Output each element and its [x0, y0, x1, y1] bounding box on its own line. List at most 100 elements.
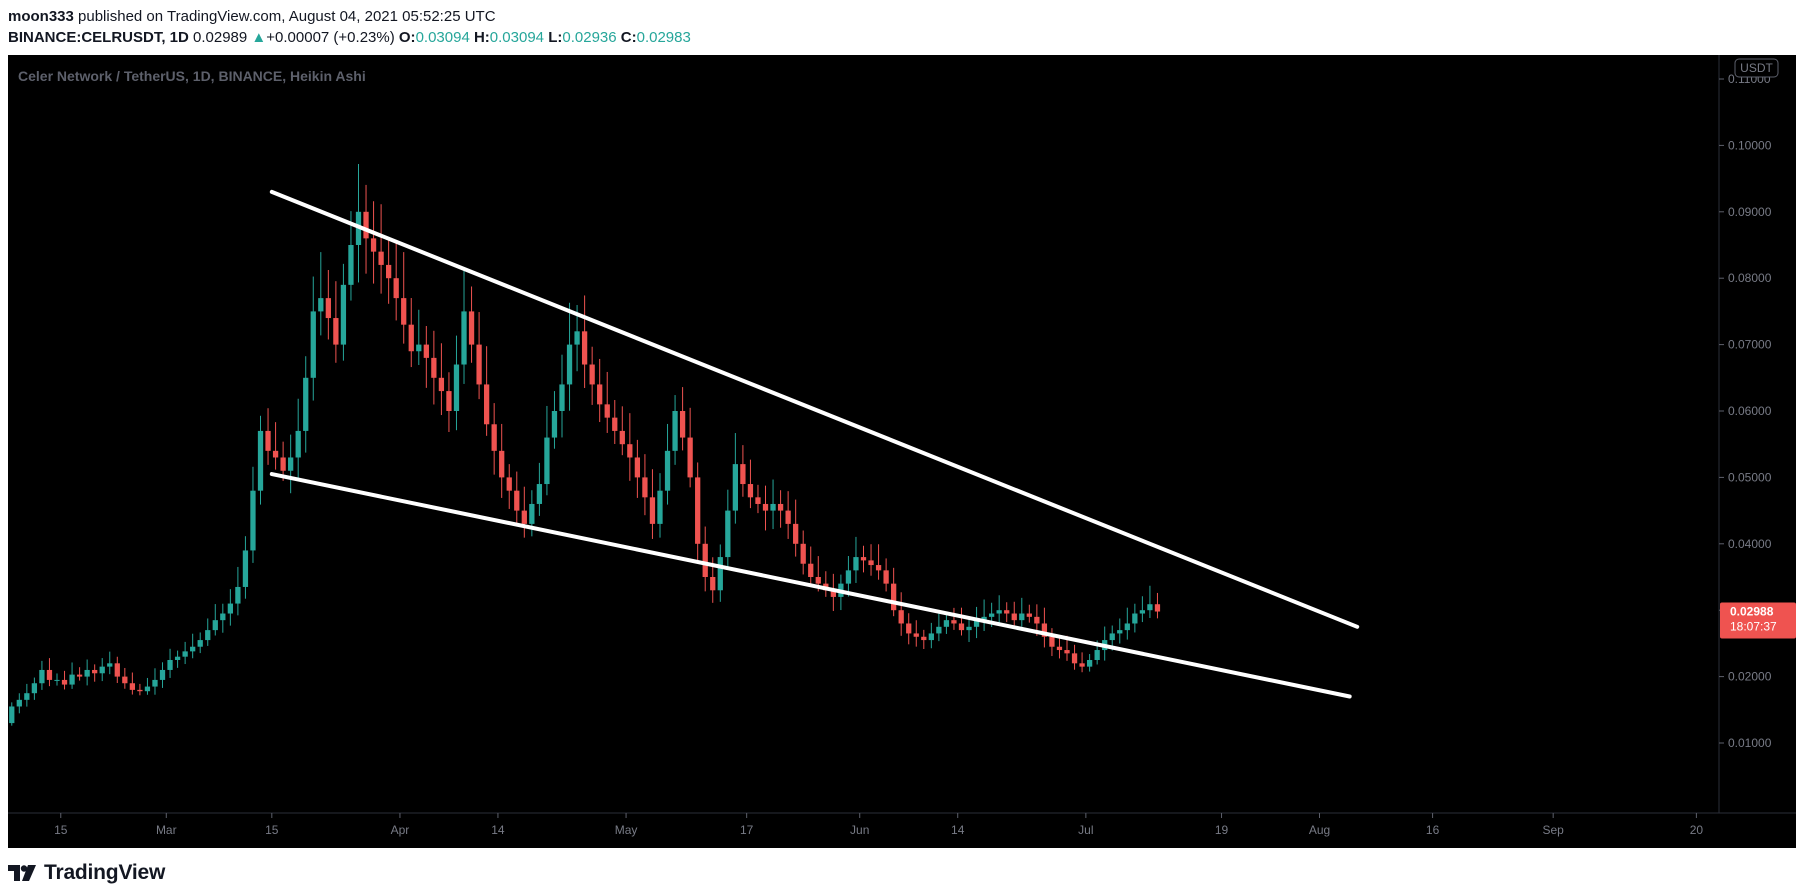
candle-up — [770, 503, 776, 511]
candle-down — [438, 377, 445, 392]
candle-down — [514, 490, 520, 511]
candle-down — [777, 503, 784, 511]
candle-up — [1019, 613, 1025, 621]
price-tick-label: 0.08000 — [1728, 271, 1772, 285]
candle-down — [363, 211, 369, 239]
candle-down — [483, 384, 490, 425]
candle-down — [740, 464, 746, 485]
candle-down — [76, 674, 83, 677]
candle-up — [717, 557, 723, 591]
candle-up — [197, 640, 203, 647]
time-tick-label: 14 — [491, 823, 505, 837]
candle-up — [205, 630, 211, 641]
candle-up — [152, 679, 158, 687]
candle-up — [981, 616, 987, 621]
candle-down — [687, 437, 693, 478]
price-axis[interactable]: 0.110000.100000.090000.080000.070000.060… — [1719, 72, 1772, 750]
candle-up — [461, 311, 467, 365]
chart-frame[interactable]: 0.11000 0.10000 0.09000 0.08000 0.07000 0.060… — [8, 55, 1796, 848]
candle-down — [401, 298, 407, 325]
candle-up — [235, 586, 241, 604]
candles-layer — [9, 163, 1161, 726]
candle-down — [634, 457, 641, 478]
candle-up — [1132, 613, 1138, 624]
change-up-icon: ▲ — [251, 29, 267, 46]
change-value: +0.00007 (+0.23%) — [266, 29, 395, 46]
candle-down — [619, 430, 625, 445]
candle-up — [988, 613, 995, 617]
candle-up — [943, 620, 950, 627]
author-name[interactable]: moon333 — [8, 8, 74, 25]
trendline-lower[interactable] — [269, 472, 1352, 699]
candle-down — [612, 417, 618, 431]
candle-up — [159, 669, 166, 680]
candle-up — [174, 656, 181, 660]
candle-down — [951, 620, 957, 624]
candle-down — [499, 450, 505, 478]
bar-countdown: 18:07:37 — [1730, 620, 1777, 634]
candle-down — [762, 503, 769, 511]
candle-down — [46, 669, 53, 680]
trendline-upper[interactable] — [269, 189, 1360, 629]
published-text: published on TradingView.com, August 04,… — [78, 8, 496, 25]
footer-brand[interactable]: TradingView — [8, 858, 165, 888]
open-value: 0.03094 — [415, 29, 470, 46]
candle-up — [1147, 604, 1153, 611]
candle-down — [649, 497, 656, 524]
candle-down — [589, 364, 595, 385]
candle-down — [1011, 613, 1017, 621]
candle-up — [551, 411, 558, 438]
candle-up — [566, 344, 573, 385]
time-tick-label: 20 — [1690, 823, 1704, 837]
candle-up — [182, 651, 188, 657]
candle-down — [386, 264, 392, 279]
candle-up — [340, 284, 347, 345]
trendlines-layer[interactable] — [269, 189, 1360, 699]
candle-up — [242, 550, 249, 587]
candle-down — [695, 477, 701, 544]
candle-down — [958, 623, 965, 631]
candle-up — [672, 411, 678, 451]
low-value: 0.02936 — [562, 29, 617, 46]
candle-up — [144, 686, 151, 692]
candle-down — [808, 563, 814, 577]
candle-down — [747, 484, 754, 498]
candle-down — [333, 318, 339, 345]
time-tick-label: Mar — [156, 823, 177, 837]
candle-up — [190, 646, 196, 652]
price-tick-label: 0.01000 — [1728, 736, 1772, 750]
price-chart[interactable]: 0.110000.100000.090000.080000.070000.060… — [8, 55, 1796, 848]
candle-down — [755, 497, 761, 504]
candle-down — [1064, 650, 1070, 654]
candle-down — [891, 583, 897, 611]
candle-down — [491, 424, 497, 451]
candle-up — [845, 570, 852, 584]
candle-up — [416, 344, 422, 352]
price-tick-label: 0.10000 — [1728, 138, 1772, 152]
last-price-badge: 0.02988 18:07:37 — [1720, 602, 1796, 639]
time-tick-label: Jul — [1078, 823, 1093, 837]
candle-down — [370, 238, 377, 252]
tradingview-wordmark: TradingView — [44, 861, 166, 884]
close-label: C: — [620, 29, 637, 46]
open-label: O: — [398, 29, 416, 46]
time-tick-label: Sep — [1542, 823, 1564, 837]
symbol-line: BINANCE:CELRUSDT, 1D 0.02989 ▲+0.00007 (… — [8, 29, 691, 46]
candle-down — [581, 331, 588, 365]
candle-down — [1079, 663, 1085, 667]
candle-up — [31, 683, 38, 694]
candle-down — [408, 324, 414, 352]
candle-down — [280, 457, 286, 471]
candle-up — [853, 557, 859, 571]
candle-up — [1094, 650, 1100, 660]
candle-down — [325, 298, 331, 319]
candle-down — [1154, 604, 1161, 612]
candle-up — [220, 613, 226, 621]
candle-down — [1056, 646, 1063, 651]
last-price-badge-value: 0.02988 — [1730, 605, 1774, 619]
time-tick-label: 14 — [951, 823, 965, 837]
publish-line: moon333 published on TradingView.com, Au… — [8, 8, 496, 25]
time-tick-label: May — [615, 823, 638, 837]
time-axis[interactable]: 15 Mar 15 Apr 14 May 17 Jun 14 Jul 19 Aug 16 Sep 20 — [54, 813, 1703, 837]
time-tick-label: 16 — [1426, 823, 1440, 837]
